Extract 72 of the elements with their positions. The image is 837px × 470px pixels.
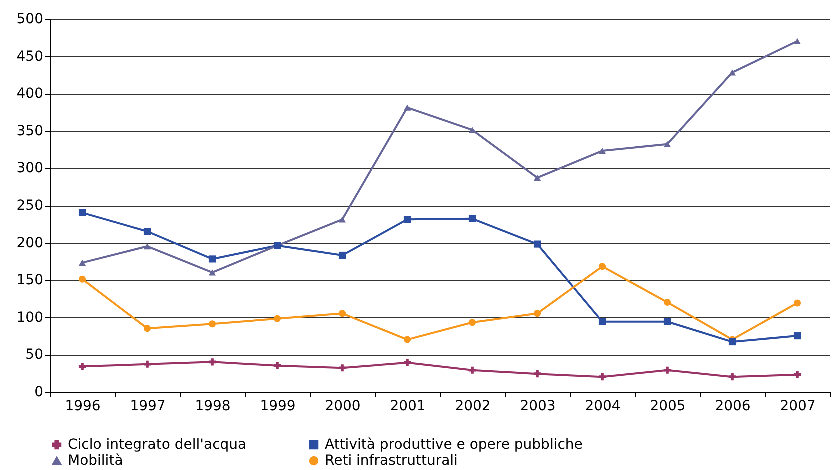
- point: [468, 319, 476, 326]
- point: [598, 318, 606, 326]
- x-tick-label: 2004: [585, 398, 621, 414]
- point: [534, 174, 542, 181]
- x-tick-label: 1999: [260, 398, 296, 414]
- x-tick-label: 2000: [325, 398, 361, 414]
- point: [664, 298, 672, 306]
- point: [78, 276, 86, 283]
- legend-label: Reti infrastrutturali: [325, 453, 458, 469]
- point: [534, 310, 542, 318]
- y-tick-label: 0: [34, 384, 44, 400]
- point: [78, 209, 86, 216]
- point: [468, 366, 476, 374]
- y-tick-label: 350: [16, 123, 44, 140]
- x-tick-label: 2001: [390, 398, 426, 414]
- point: [598, 374, 606, 381]
- point: [534, 240, 542, 248]
- point: [144, 243, 152, 250]
- point: [794, 300, 802, 307]
- point: [208, 358, 216, 366]
- y-tick-label: 300: [16, 160, 44, 177]
- point: [338, 216, 346, 223]
- x-tick-label: 2006: [715, 398, 751, 414]
- y-tick-label: 250: [16, 198, 44, 214]
- x-tick-label: 1997: [130, 398, 166, 414]
- point: [534, 370, 542, 378]
- point: [598, 148, 606, 154]
- point: [78, 363, 86, 370]
- y-tick-label: 200: [16, 235, 44, 252]
- y-tick-label: 100: [16, 310, 44, 326]
- y-tick-label: 50: [26, 347, 44, 364]
- point: [468, 127, 476, 134]
- y-tick-label: 500: [16, 12, 44, 28]
- point: [794, 332, 802, 340]
- point: [338, 310, 346, 318]
- x-tick-label: 2007: [780, 398, 816, 414]
- point: [338, 364, 346, 372]
- point: [338, 252, 346, 260]
- point: [404, 359, 412, 366]
- point: [144, 325, 152, 332]
- point: [664, 141, 672, 148]
- point: [144, 360, 152, 368]
- point: [208, 320, 216, 328]
- legend-label: Mobilità: [68, 453, 124, 469]
- legend-label: Attività produttive e opere pubbliche: [325, 437, 583, 453]
- point: [404, 104, 412, 111]
- x-tick-label: 2005: [650, 398, 686, 414]
- legend-label: Ciclo integrato dell'acqua: [68, 437, 247, 453]
- y-tick-label: 450: [16, 48, 44, 65]
- point: [404, 336, 412, 344]
- point: [664, 318, 672, 326]
- y-tick-label: 150: [16, 272, 44, 289]
- x-tick-label: 1998: [195, 398, 231, 414]
- point: [144, 228, 152, 236]
- point: [404, 216, 412, 224]
- x-tick-label: 2002: [455, 398, 491, 414]
- point: [78, 260, 86, 266]
- point: [274, 315, 282, 322]
- point: [664, 366, 672, 374]
- y-tick-label: 400: [16, 86, 44, 102]
- point: [208, 270, 216, 276]
- x-tick-label: 2003: [520, 398, 556, 414]
- point: [728, 338, 736, 346]
- point: [728, 70, 736, 76]
- point: [794, 38, 802, 44]
- point: [468, 215, 476, 222]
- point: [728, 374, 736, 381]
- point: [274, 362, 282, 370]
- x-tick-label: 1996: [65, 398, 101, 414]
- point: [208, 256, 216, 263]
- point: [598, 263, 606, 270]
- point: [794, 371, 802, 378]
